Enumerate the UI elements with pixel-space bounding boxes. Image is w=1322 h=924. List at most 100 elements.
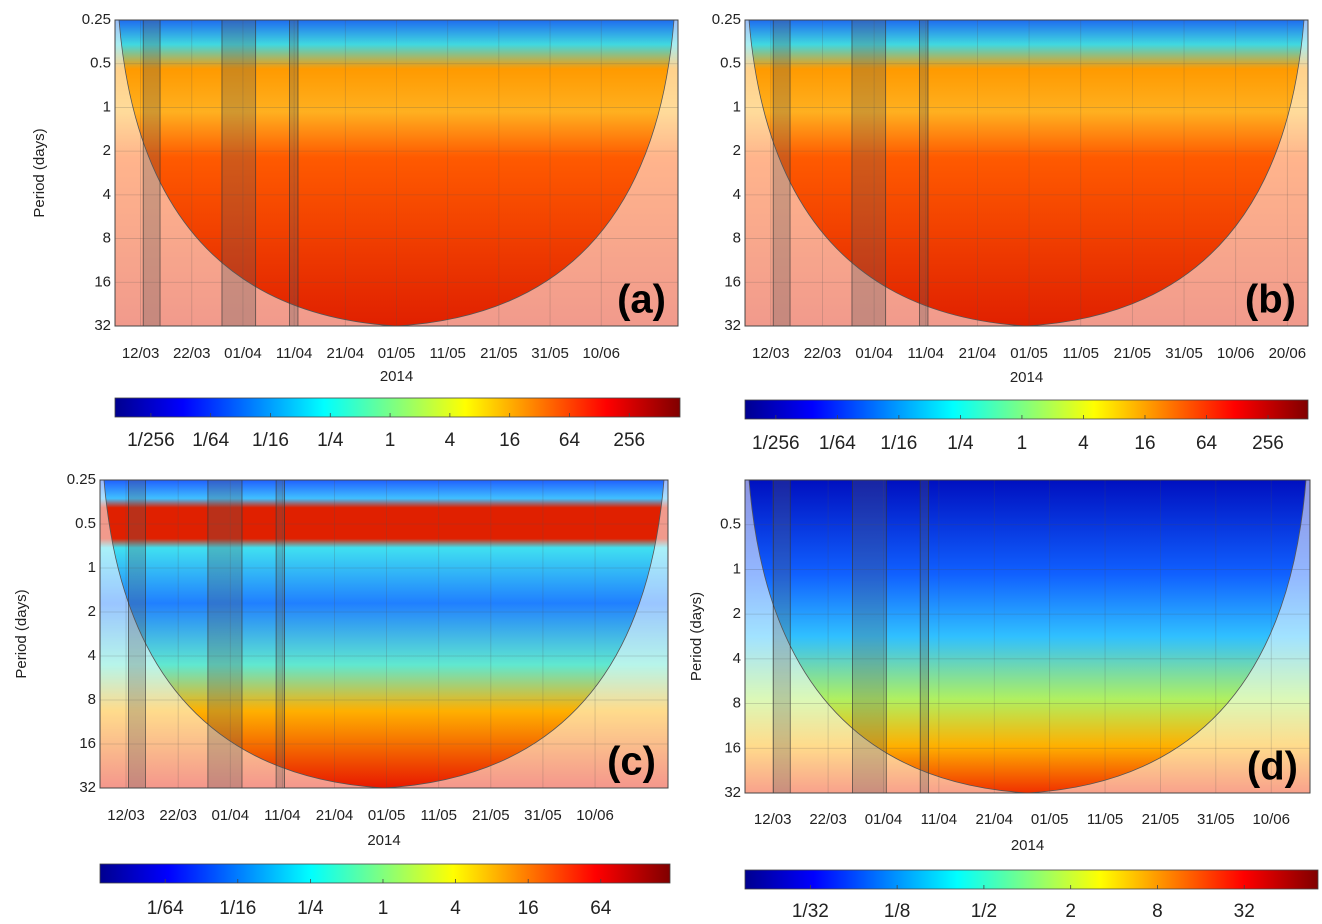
y-tick-label: 32 [79, 779, 96, 796]
colorbar [744, 869, 1319, 890]
colorbar-tick-label: 4 [450, 898, 461, 919]
x-tick-label: 21/04 [959, 345, 997, 362]
x-tick-label: 11/04 [908, 345, 944, 362]
x-tick-label: 21/05 [480, 345, 518, 362]
colorbar-tick-label: 1/2 [971, 901, 997, 922]
y-tick-label: 0.5 [90, 55, 111, 72]
colorbar-tick-label: 64 [559, 430, 581, 451]
colorbar-tick-label: 16 [518, 898, 539, 919]
y-tick-label: 16 [724, 273, 741, 290]
x-tick-label: 10/06 [1252, 811, 1290, 828]
y-tick-label: 1 [733, 560, 741, 577]
x-tick-label: 01/04 [865, 811, 903, 828]
colorbar-tick-label: 1/32 [792, 901, 829, 922]
colorbar-tick-label: 32 [1234, 901, 1255, 922]
colorbar-tick-label: 256 [1252, 433, 1284, 454]
x-tick-label: 01/05 [368, 807, 406, 824]
y-tick-label: 4 [103, 186, 111, 203]
x-tick-label: 01/05 [1031, 811, 1069, 828]
colorbar-tick-label: 1/256 [127, 430, 175, 451]
x-tick-label: 22/03 [809, 811, 847, 828]
colorbar-tick-label: 1/64 [147, 898, 184, 919]
colorbar-tick-label: 4 [1078, 433, 1089, 454]
colorbar-tick-label: 1/4 [317, 430, 344, 451]
y-tick-label: 16 [79, 735, 96, 752]
event-band [275, 479, 285, 789]
x-tick-label: 20/06 [1269, 345, 1307, 362]
cone-of-influence [745, 20, 1308, 326]
x-tick-label: 11/05 [420, 807, 456, 824]
y-tick-label: 16 [724, 739, 741, 756]
x-tick-label: 11/04 [921, 811, 957, 828]
y-tick-label: 1 [103, 98, 111, 115]
x-tick-label: 01/04 [855, 345, 893, 362]
x-tick-label: 12/03 [752, 345, 790, 362]
plot-frame [744, 479, 1311, 794]
colorbar-tick-label: 64 [1196, 433, 1218, 454]
y-axis-label: Period (days) [13, 589, 30, 678]
colorbar-tick-label: 1/256 [752, 433, 800, 454]
x-tick-label: 22/03 [159, 807, 197, 824]
colorbar-tick-label: 1 [1017, 433, 1028, 454]
cone-of-influence [115, 20, 678, 326]
colorbar-tick-label: 1/64 [192, 430, 229, 451]
x-tick-label: 21/05 [1142, 811, 1180, 828]
colorbar-tick-label: 64 [590, 898, 612, 919]
y-tick-label: 0.25 [82, 11, 111, 28]
y-tick-label: 8 [103, 230, 111, 247]
y-tick-label: 4 [733, 650, 741, 667]
x-tick-label: 10/06 [582, 345, 620, 362]
colorbar-tick-label: 1/4 [947, 433, 974, 454]
y-tick-label: 32 [94, 317, 111, 334]
event-band [128, 479, 146, 789]
x-tick-label: 22/03 [804, 345, 842, 362]
colorbar-tick-label: 1/16 [880, 433, 917, 454]
y-tick-label: 4 [733, 186, 741, 203]
panel-label: (a) [617, 278, 666, 322]
y-tick-label: 0.5 [720, 516, 741, 533]
y-tick-label: 8 [733, 695, 741, 712]
colorbar-tick-label: 1/16 [219, 898, 256, 919]
colorbar-tick-label: 1 [385, 430, 396, 451]
x-tick-label: 31/05 [524, 807, 562, 824]
plot-frame [744, 19, 1309, 327]
y-tick-label: 0.25 [712, 11, 741, 28]
x-tick-label: 10/06 [576, 807, 614, 824]
x-axis-label: 2014 [1010, 369, 1043, 386]
event-band [852, 479, 887, 794]
plot-frame [114, 19, 679, 327]
colorbar [99, 863, 671, 884]
y-tick-label: 1 [733, 98, 741, 115]
y-tick-label: 0.5 [720, 55, 741, 72]
x-tick-label: 31/05 [531, 345, 569, 362]
y-tick-label: 4 [88, 647, 96, 664]
x-axis-label: 2014 [1011, 837, 1044, 854]
x-tick-label: 01/04 [212, 807, 250, 824]
y-tick-label: 2 [733, 142, 741, 159]
event-band [207, 479, 243, 789]
x-tick-label: 11/04 [276, 345, 312, 362]
colorbar-tick-label: 1/4 [297, 898, 324, 919]
colorbar-tick-label: 1/64 [819, 433, 856, 454]
panel-label: (b) [1245, 278, 1296, 322]
event-band [919, 19, 929, 327]
colorbar-tick-label: 1/8 [884, 901, 910, 922]
colorbar-tick-label: 2 [1065, 901, 1076, 922]
x-tick-label: 21/04 [316, 807, 354, 824]
x-tick-label: 11/05 [1063, 345, 1099, 362]
event-band [772, 479, 791, 794]
event-band [221, 19, 257, 327]
panel-label: (d) [1247, 745, 1298, 789]
event-band [142, 19, 161, 327]
event-band [919, 479, 929, 794]
event-band [772, 19, 791, 327]
panel-label: (c) [607, 740, 656, 784]
x-axis-label: 2014 [367, 832, 400, 849]
y-tick-label: 2 [103, 142, 111, 159]
colorbar-tick-label: 4 [445, 430, 456, 451]
x-tick-label: 31/05 [1165, 345, 1203, 362]
plot-frame [99, 479, 669, 789]
y-tick-label: 1 [88, 559, 96, 576]
x-tick-label: 12/03 [122, 345, 160, 362]
